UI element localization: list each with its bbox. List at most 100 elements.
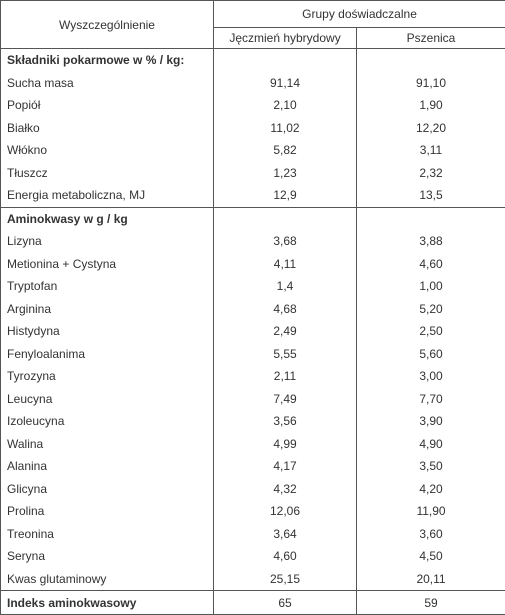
section-row: Składniki pokarmowe w % / kg: (0, 47, 505, 72)
row-label: Seryna (0, 545, 214, 568)
cell-value: 91,10 (355, 71, 505, 95)
cell-value: 3,11 (355, 139, 505, 162)
cell-empty (213, 206, 357, 231)
table-row: Treonina 3,64 3,60 (0, 522, 505, 546)
cell-value: 3,50 (355, 455, 505, 478)
row-label: Tłuszcz (0, 161, 214, 185)
cell-value: 20,11 (355, 567, 505, 591)
cell-value: 4,60 (355, 252, 505, 276)
cell-value: 3,00 (355, 365, 505, 388)
row-label: Białko (0, 116, 214, 140)
table-row: Leucyna 7,49 7,70 (0, 387, 505, 411)
cell-empty (213, 47, 357, 72)
cell-value: 12,9 (213, 184, 357, 208)
cell-empty (355, 47, 505, 72)
cell-value: 5,20 (355, 297, 505, 321)
table-row: Walina 4,99 4,90 (0, 432, 505, 456)
cell-value: 11,90 (355, 500, 505, 523)
row-label: Popiół (0, 94, 214, 117)
cell-value: 5,60 (355, 342, 505, 366)
table-row: Popiół 2,10 1,90 (0, 94, 505, 117)
table-row: Włókno 5,82 3,11 (0, 139, 505, 162)
row-label: Leucyna (0, 387, 214, 411)
row-label: Kwas glutaminowy (0, 567, 214, 591)
row-label: Alanina (0, 455, 214, 478)
table-row: Izoleucyna 3,56 3,90 (0, 410, 505, 433)
row-label: Fenyloalanima (0, 342, 214, 366)
table-row: Alanina 4,17 3,50 (0, 455, 505, 478)
cell-value: 11,02 (213, 116, 357, 140)
table-row: Sucha masa 91,14 91,10 (0, 71, 505, 95)
table-row: Energia metaboliczna, MJ 12,9 13,5 (0, 184, 505, 208)
table-row: Prolina 12,06 11,90 (0, 500, 505, 523)
column-header: Pszenica (355, 27, 505, 49)
cell-value: 4,99 (213, 432, 357, 456)
cell-value: 4,50 (355, 545, 505, 568)
cell-value: 3,88 (355, 230, 505, 253)
cell-value: 12,06 (213, 500, 357, 523)
row-label: Włókno (0, 139, 214, 162)
cell-value: 1,90 (355, 94, 505, 117)
table-row: Tyrozyna 2,11 3,00 (0, 365, 505, 388)
table-row: Kwas glutaminowy 25,15 20,11 (0, 567, 505, 591)
section-row: Aminokwasy w g / kg (0, 206, 505, 231)
table-row: Histydyna 2,49 2,50 (0, 320, 505, 343)
row-label: Energia metaboliczna, MJ (0, 184, 214, 208)
section-title: Aminokwasy w g / kg (0, 206, 214, 231)
table-row: Fenyloalanima 5,55 5,60 (0, 342, 505, 366)
cell-value: 5,55 (213, 342, 357, 366)
cell-value: 4,90 (355, 432, 505, 456)
row-label: Metionina + Cystyna (0, 252, 214, 276)
cell-value: 4,17 (213, 455, 357, 478)
cell-value: 13,5 (355, 184, 505, 208)
table-row: Indeks aminokwasowy 65 59 (0, 590, 505, 615)
row-label: Sucha masa (0, 71, 214, 95)
cell-empty (355, 206, 505, 231)
row-label: Indeks aminokwasowy (0, 590, 214, 615)
cell-value: 4,32 (213, 477, 357, 501)
table-row: Tryptofan 1,4 1,00 (0, 275, 505, 298)
cell-value: 1,00 (355, 275, 505, 298)
cell-value: 2,32 (355, 161, 505, 185)
cell-value: 1,4 (213, 275, 357, 298)
cell-value: 25,15 (213, 567, 357, 591)
row-label: Lizyna (0, 230, 214, 253)
table-row: Tłuszcz 1,23 2,32 (0, 161, 505, 185)
cell-value: 3,64 (213, 522, 357, 546)
row-label: Glicyna (0, 477, 214, 501)
cell-value: 7,70 (355, 387, 505, 411)
cell-value: 2,50 (355, 320, 505, 343)
group-header: Grupy doświadczalne (212, 0, 505, 28)
cell-value: 91,14 (213, 71, 357, 95)
cell-value: 4,11 (213, 252, 357, 276)
table-row: Arginina 4,68 5,20 (0, 297, 505, 321)
row-label: Arginina (0, 297, 214, 321)
cell-value: 2,10 (213, 94, 357, 117)
cell-value: 3,56 (213, 410, 357, 433)
table-row: Lizyna 3,68 3,88 (0, 230, 505, 253)
cell-value: 12,20 (355, 116, 505, 140)
cell-value: 3,68 (213, 230, 357, 253)
cell-value: 3,60 (355, 522, 505, 546)
cell-value: 4,20 (355, 477, 505, 501)
row-label: Tyrozyna (0, 365, 214, 388)
table-row: Glicyna 4,32 4,20 (0, 477, 505, 501)
cell-value: 7,49 (213, 387, 357, 411)
row-label: Tryptofan (0, 275, 214, 298)
cell-value: 4,68 (213, 297, 357, 321)
row-label: Treonina (0, 522, 214, 546)
table-row: Seryna 4,60 4,50 (0, 545, 505, 568)
table-body: Składniki pokarmowe w % / kg: Sucha masa 9… (0, 47, 505, 615)
row-label: Walina (0, 432, 214, 456)
row-label: Prolina (0, 500, 214, 523)
cell-value: 5,82 (213, 139, 357, 162)
row-label-header: Wyszczególnienie (0, 0, 214, 49)
column-header: Jęczmień hybrydowy (213, 27, 357, 49)
cell-value: 1,23 (213, 161, 357, 185)
cell-value: 2,11 (213, 365, 357, 388)
cell-value: 3,90 (355, 410, 505, 433)
cell-value: 65 (213, 590, 357, 615)
section-title: Składniki pokarmowe w % / kg: (0, 47, 214, 72)
row-label: Izoleucyna (0, 410, 214, 433)
